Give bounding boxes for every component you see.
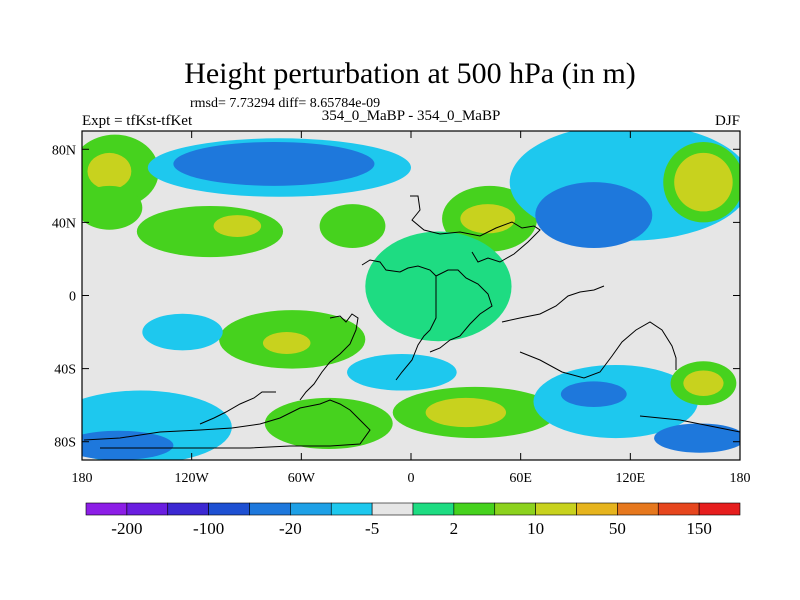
coastline-south-america	[299, 313, 359, 401]
x-tick-label-1: 120W	[175, 471, 210, 486]
colorbar-swatch-3	[208, 502, 250, 516]
contour-region-2	[82, 185, 143, 230]
coastline-australia-east	[519, 321, 677, 379]
colorbar-swatch-13	[617, 502, 659, 516]
colorbar-swatch-0	[85, 502, 128, 516]
colorbar-swatch-9	[453, 502, 496, 516]
coastline-eurasia	[410, 195, 541, 263]
x-axis: 180 120W 60W 0 60E 120E 180	[72, 131, 751, 486]
colorbar-swatch-7	[371, 502, 414, 516]
contour-region-22	[425, 397, 507, 428]
coastline-antarctica	[83, 399, 371, 449]
x-tick-label-0: 180	[72, 471, 93, 486]
x-tick-label-3: 0	[408, 471, 415, 486]
colorbar-swatch-4	[249, 502, 291, 516]
contour-region-28	[654, 423, 740, 453]
colorbar-label-1: -100	[193, 519, 224, 538]
contour-region-14	[365, 231, 512, 342]
contour-region-6	[213, 215, 262, 238]
contour-region-9	[460, 204, 516, 234]
contour-region-27	[683, 370, 724, 397]
coastline-antarctica-east	[639, 415, 740, 433]
colorbar-label-0: -200	[111, 519, 142, 538]
y-tick-label-0: 80N	[52, 143, 76, 158]
x-tick-label-4: 60E	[509, 471, 532, 486]
experiment-label: Expt = tfKst-tfKet	[82, 113, 193, 129]
colorbar-swatch-12	[576, 502, 618, 516]
y-tick-label-3: 40S	[54, 363, 76, 378]
contour-region-23	[264, 397, 393, 450]
colorbar-label-5: 10	[527, 519, 544, 538]
contour-region-16	[262, 332, 311, 354]
colorbar-swatch-11	[535, 502, 577, 516]
coastlines	[83, 195, 740, 449]
period-comparison-label: 354_0_MaBP - 354_0_MaBP	[322, 108, 501, 124]
contour-region-7	[319, 204, 386, 248]
colorbar-swatch-1	[126, 502, 169, 516]
colorbar-label-3: -5	[365, 519, 379, 538]
y-tick-label-4: 80S	[54, 436, 76, 451]
y-tick-label-2: 0	[69, 290, 76, 305]
coastline-australia-west	[501, 285, 605, 323]
x-tick-label-2: 60W	[288, 471, 316, 486]
colorbar	[85, 502, 741, 516]
coastline-africa-east	[429, 269, 493, 353]
colorbar-label-6: 50	[609, 519, 626, 538]
contour-region-19	[82, 430, 174, 460]
coastline-peninsula	[199, 391, 276, 425]
x-tick-label-5: 120E	[616, 471, 646, 486]
contour-region-25	[560, 381, 627, 407]
season-label: DJF	[715, 113, 740, 129]
colorbar-swatch-2	[167, 502, 209, 516]
y-tick-label-1: 40N	[52, 216, 76, 231]
contour-region-17	[142, 313, 223, 351]
colorbar-label-7: 150	[686, 519, 712, 538]
colorbar-label-4: 2	[450, 519, 459, 538]
rmsd-diff-label: rmsd= 7.73294 diff= 8.65784e-09	[190, 96, 380, 111]
colorbar-swatch-10	[494, 502, 536, 516]
contour-region-5	[136, 205, 284, 258]
colorbar-swatch-15	[698, 502, 741, 516]
colorbar-swatch-8	[412, 502, 455, 516]
contour-region-4	[173, 141, 375, 186]
chart-title: Height perturbation at 500 hPa (in m)	[184, 57, 636, 90]
contour-region-1	[87, 152, 132, 190]
filled-contours	[82, 131, 740, 460]
colorbar-swatch-14	[657, 502, 700, 516]
x-tick-label-6: 180	[730, 471, 751, 486]
colorbar-swatch-5	[290, 502, 332, 516]
colorbar-swatch-6	[330, 502, 373, 516]
colorbar-label-2: -20	[279, 519, 302, 538]
y-axis: 80N 40N 0 40S 80S	[52, 143, 740, 451]
contour-region-13	[674, 152, 733, 212]
contour-field	[82, 131, 740, 460]
colorbar-labels: -200 -100 -20 -5 2 10 50 150	[111, 519, 712, 538]
contour-region-11	[535, 182, 653, 248]
